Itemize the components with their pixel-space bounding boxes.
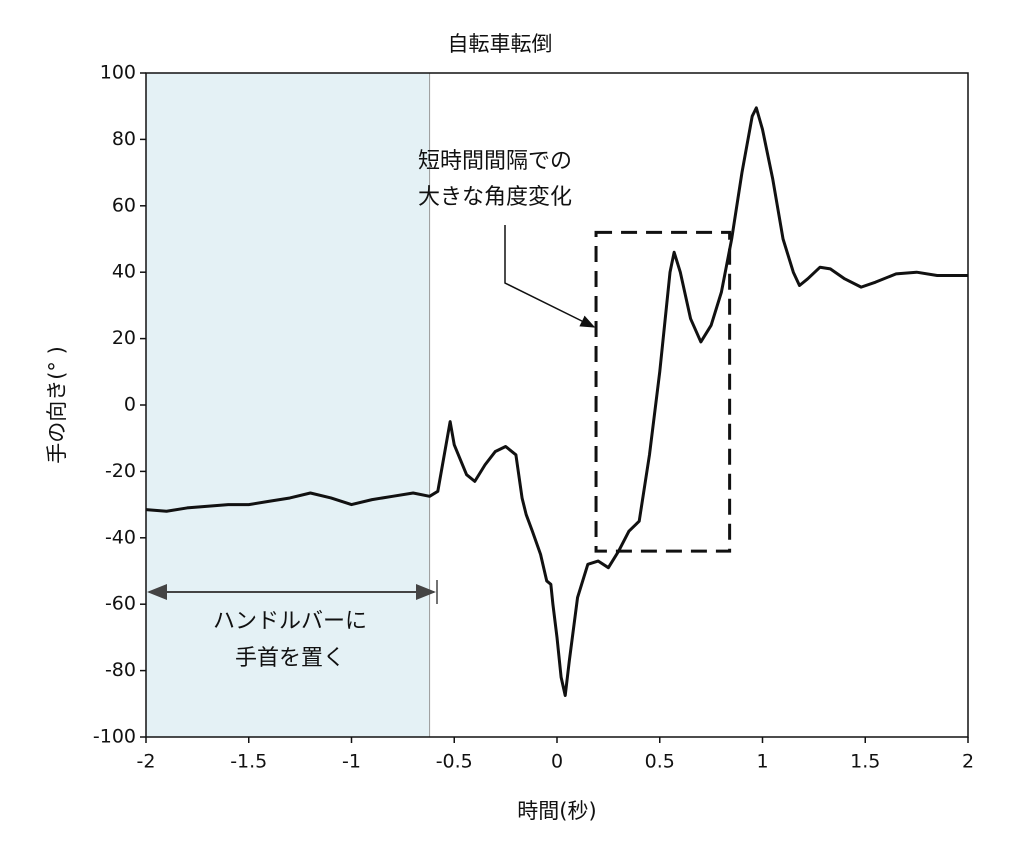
x-tick-label: 1 bbox=[756, 751, 768, 773]
y-tick-label: 60 bbox=[112, 194, 136, 216]
annotation-text: 手首を置く bbox=[235, 646, 345, 671]
x-tick-label: -1 bbox=[342, 751, 361, 773]
x-tick-label: -1.5 bbox=[230, 751, 267, 773]
annotation-text: 大きな角度変化 bbox=[418, 185, 572, 210]
y-tick-label: 100 bbox=[100, 62, 136, 84]
x-tick-label: 2 bbox=[962, 751, 974, 773]
y-tick-label: -40 bbox=[105, 526, 136, 548]
x-tick-label: -2 bbox=[137, 751, 156, 773]
annotation-text: ハンドルバーに bbox=[213, 609, 367, 634]
x-tick-label: 0 bbox=[551, 751, 563, 773]
y-tick-label: -20 bbox=[105, 460, 136, 482]
line-series bbox=[145, 106, 968, 697]
x-axis-label: 時間(秒) bbox=[517, 799, 596, 823]
chart-title: 自転車転倒 bbox=[448, 32, 553, 56]
annotation-text: 短時間間隔での bbox=[418, 149, 572, 174]
shaded-region bbox=[145, 72, 431, 738]
x-tick-label: -0.5 bbox=[436, 751, 473, 773]
y-tick-label: -80 bbox=[105, 659, 136, 681]
y-tick-label: -60 bbox=[105, 593, 136, 615]
y-tick-label: -100 bbox=[93, 726, 136, 748]
x-tick-label: 0.5 bbox=[645, 751, 675, 773]
y-tick-label: 20 bbox=[112, 327, 136, 349]
annotation-arrow bbox=[504, 225, 596, 328]
x-tick-label: 1.5 bbox=[850, 751, 880, 773]
highlight-box bbox=[594, 230, 732, 553]
y-tick-label: 40 bbox=[112, 261, 136, 283]
y-axis-label: 手の向き(° ) bbox=[45, 346, 69, 464]
y-tick-label: 0 bbox=[124, 394, 136, 416]
y-tick-label: 80 bbox=[112, 128, 136, 150]
